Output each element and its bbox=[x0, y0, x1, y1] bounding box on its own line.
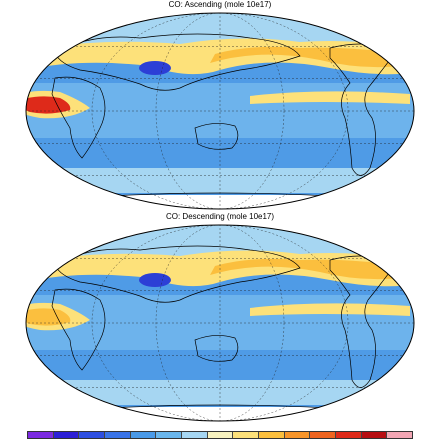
colorbar-swatch bbox=[130, 432, 157, 438]
colorbar-swatch bbox=[28, 432, 54, 438]
globe-outline bbox=[25, 224, 415, 422]
colorbar-swatch bbox=[182, 432, 208, 438]
colorbar-swatch bbox=[284, 432, 311, 438]
colorbar-swatch bbox=[105, 432, 131, 438]
ascending-co-map bbox=[25, 12, 415, 210]
equatorial-band bbox=[250, 303, 410, 316]
tibet-low bbox=[139, 273, 171, 287]
globe-outline bbox=[25, 12, 415, 210]
australia-outline bbox=[194, 335, 239, 362]
colorbar-swatch bbox=[259, 432, 285, 438]
asia-pacific-plume bbox=[210, 258, 400, 280]
africa-outline bbox=[51, 76, 106, 159]
eurasia-outline bbox=[54, 33, 301, 91]
colorbar-swatch bbox=[207, 432, 234, 438]
colorbar-swatch bbox=[387, 432, 413, 438]
colorbar-swatch bbox=[361, 432, 388, 438]
colorbar-swatch bbox=[233, 432, 260, 438]
equatorial-band bbox=[250, 91, 410, 104]
africa-plume-core bbox=[26, 308, 71, 326]
australia-outline bbox=[194, 123, 239, 150]
tibet-low bbox=[139, 61, 171, 75]
color-scale-bar bbox=[27, 431, 413, 439]
colorbar-swatch bbox=[310, 432, 337, 438]
bottom-map-title: CO: Descending (mole 10e17) bbox=[165, 212, 275, 221]
colorbar-swatch bbox=[79, 432, 106, 438]
asia-pacific-plume bbox=[210, 46, 400, 68]
africa-plume-core bbox=[26, 96, 71, 114]
colorbar-swatch bbox=[156, 432, 183, 438]
descending-co-map bbox=[25, 224, 415, 422]
africa-outline bbox=[51, 288, 106, 371]
top-map-title: CO: Ascending (mole 10e17) bbox=[168, 0, 272, 9]
colorbar-swatch bbox=[53, 432, 80, 438]
eurasia-outline bbox=[54, 245, 301, 303]
colorbar-swatch bbox=[336, 432, 362, 438]
